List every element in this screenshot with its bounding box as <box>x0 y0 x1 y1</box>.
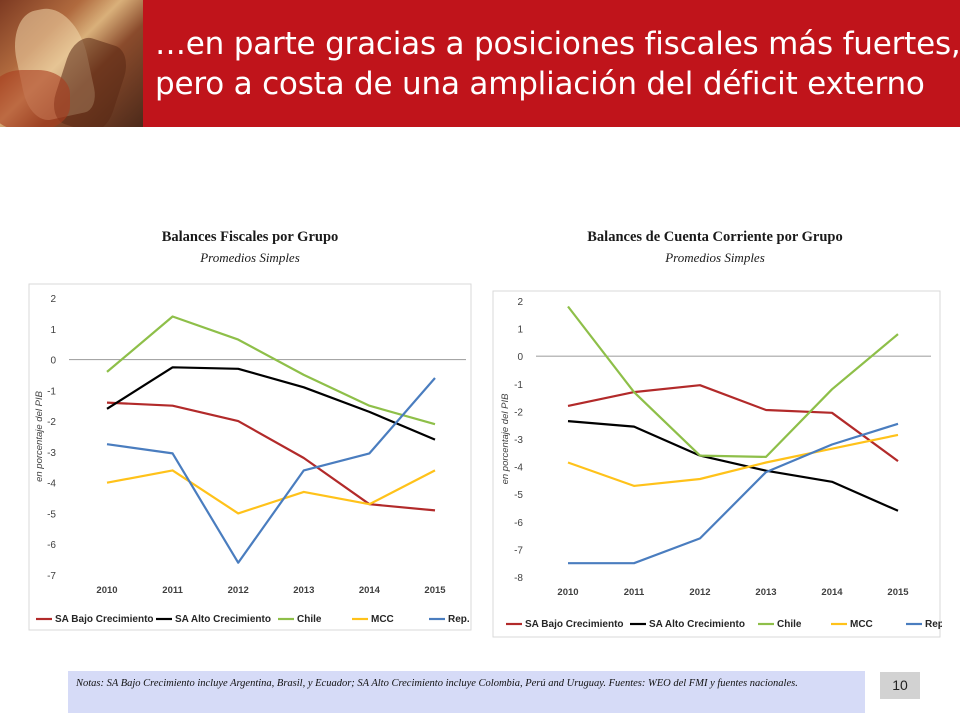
mural-image <box>0 0 143 127</box>
chart-1-heading: Balances Fiscales por Grupo Promedios Si… <box>60 229 440 266</box>
series-line <box>567 305 899 458</box>
chart-frame <box>28 283 472 631</box>
slide-header: …en parte gracias a posiciones fiscales … <box>0 0 960 127</box>
footnote: Notas: SA Bajo Crecimiento incluye Argen… <box>68 671 865 713</box>
legend-label: SA Alto Crecimiento <box>175 614 271 625</box>
x-tick-label: 2014 <box>821 587 843 598</box>
x-tick-label: 2015 <box>424 585 446 596</box>
legend-label: SA Alto Crecimiento <box>649 619 745 630</box>
y-tick-label: -4 <box>47 479 56 490</box>
chart-frame <box>492 290 941 638</box>
legend-label: MCC <box>850 619 873 630</box>
y-tick-label: -7 <box>47 571 56 582</box>
chart-1-title: Balances Fiscales por Grupo <box>161 229 339 245</box>
y-tick-label: 0 <box>50 356 56 367</box>
y-tick-label: 1 <box>50 325 56 336</box>
x-tick-label: 2012 <box>689 587 710 598</box>
x-tick-label: 2012 <box>228 585 249 596</box>
y-tick-label: -4 <box>514 463 523 474</box>
series-line <box>106 366 436 441</box>
y-tick-label: -5 <box>514 490 523 501</box>
y-axis-label: en porcentaje del PIB <box>500 393 511 485</box>
x-tick-label: 2013 <box>293 585 314 596</box>
series-line <box>106 315 436 426</box>
chart-1-subtitle: Promedios Simples <box>200 250 300 265</box>
legend-label: Chile <box>297 614 322 625</box>
y-tick-label: -3 <box>514 435 523 446</box>
y-tick-label: 2 <box>50 294 56 305</box>
y-tick-label: -2 <box>514 407 523 418</box>
x-tick-label: 2011 <box>624 587 645 598</box>
x-tick-label: 2010 <box>557 587 578 598</box>
chart-2-subtitle: Promedios Simples <box>665 250 765 265</box>
legend-label: Chile <box>777 619 802 630</box>
fiscal-balance-chart: 2 1 0 -1 -2 -3 -4 -5 -6 -7 2010 2011 2012 2013 2014 201… <box>28 283 473 631</box>
series-line <box>568 422 899 565</box>
legend-label: Rep. Dom. <box>925 619 942 630</box>
y-tick-label: -8 <box>514 573 523 584</box>
y-tick-label: -5 <box>47 509 56 520</box>
y-tick-label: -1 <box>514 380 523 391</box>
page-number: 10 <box>880 672 920 699</box>
chart-2-title: Balances de Cuenta Corriente por Grupo <box>587 229 843 245</box>
x-tick-label: 2013 <box>755 587 776 598</box>
series-line <box>567 433 899 487</box>
x-tick-label: 2010 <box>96 585 117 596</box>
series-line <box>567 420 899 512</box>
title-line-1: …en parte gracias a posiciones fiscales … <box>155 26 960 62</box>
x-tick-label: 2015 <box>887 587 909 598</box>
chart-2-heading: Balances de Cuenta Corriente por Grupo P… <box>505 229 925 266</box>
y-tick-label: 2 <box>517 297 523 308</box>
legend-label: MCC <box>371 614 394 625</box>
x-tick-label: 2014 <box>359 585 381 596</box>
y-tick-label: 1 <box>517 325 523 336</box>
legend-label: Rep. Dom. <box>448 614 473 625</box>
current-account-chart: 2 1 0 -1 -2 -3 -4 -5 -6 -7 -8 2010 2011 2012 2013 2014 2… <box>492 290 942 638</box>
x-tick-label: 2011 <box>162 585 183 596</box>
legend-label: SA Bajo Crecimiento <box>525 619 624 630</box>
title-line-2: pero a costa de una ampliación del défic… <box>155 66 925 102</box>
series-line <box>567 384 899 462</box>
legend-label: SA Bajo Crecimiento <box>55 614 154 625</box>
y-tick-label: 0 <box>517 352 523 363</box>
y-tick-label: -3 <box>47 448 56 459</box>
y-axis-label: en porcentaje del PIB <box>34 390 45 482</box>
slide-title: …en parte gracias a posiciones fiscales … <box>155 24 960 104</box>
series-line <box>106 377 436 564</box>
series-line <box>106 469 436 515</box>
y-tick-label: -6 <box>514 518 523 529</box>
series-line <box>106 401 436 512</box>
y-tick-label: -6 <box>47 540 56 551</box>
y-tick-label: -1 <box>47 386 56 397</box>
y-tick-label: -7 <box>514 545 523 556</box>
y-tick-label: -2 <box>47 417 56 428</box>
